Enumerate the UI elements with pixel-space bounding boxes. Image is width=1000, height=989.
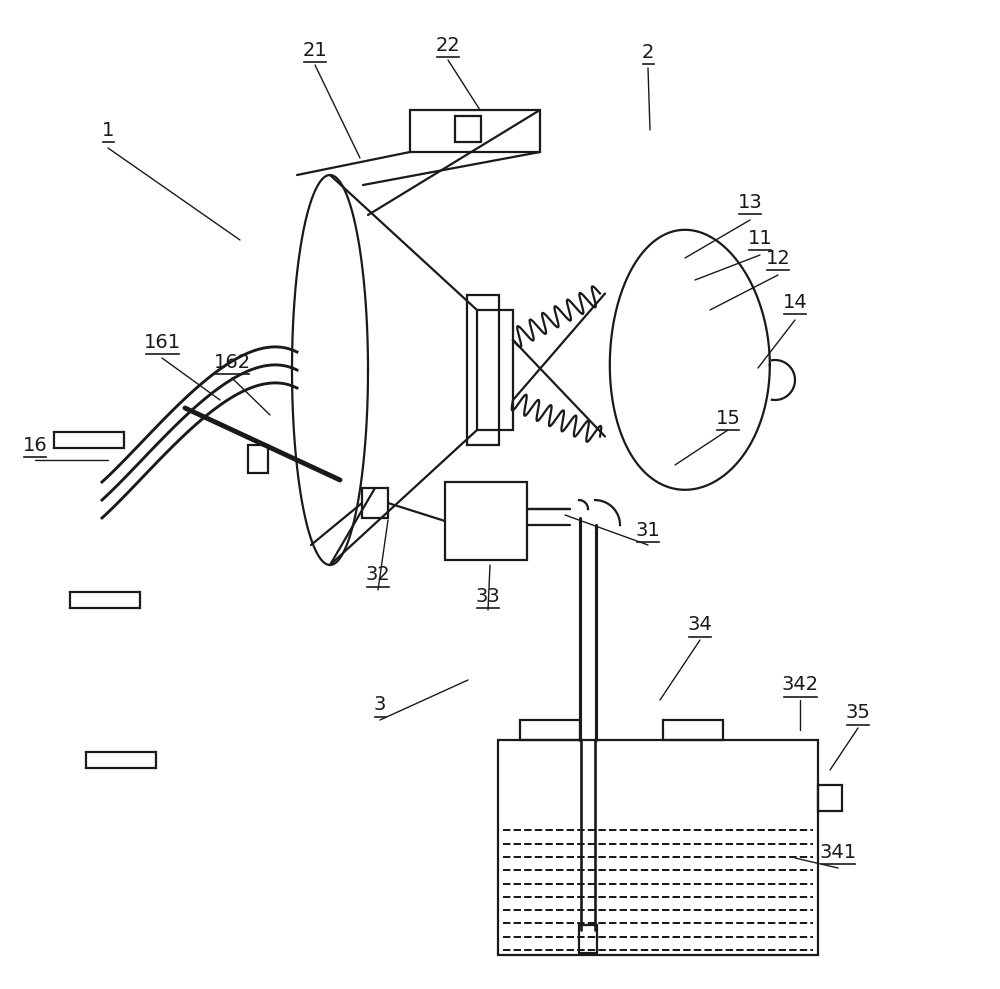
Text: 34: 34 xyxy=(688,615,712,635)
Text: 11: 11 xyxy=(748,228,772,247)
Text: 13: 13 xyxy=(738,193,762,212)
Text: 35: 35 xyxy=(846,703,870,723)
Text: 341: 341 xyxy=(819,843,857,861)
Bar xyxy=(579,925,597,953)
Bar xyxy=(445,482,527,560)
Bar xyxy=(248,445,268,473)
Text: 14: 14 xyxy=(783,293,807,312)
Bar xyxy=(818,785,842,811)
Bar xyxy=(663,720,723,740)
Text: 33: 33 xyxy=(476,586,500,605)
Text: 162: 162 xyxy=(213,352,251,372)
Text: 3: 3 xyxy=(374,695,386,714)
Bar xyxy=(477,310,513,430)
Bar xyxy=(362,488,388,518)
Text: 21: 21 xyxy=(303,41,327,59)
Text: 32: 32 xyxy=(366,566,390,584)
Text: 31: 31 xyxy=(636,520,660,540)
Text: 342: 342 xyxy=(781,675,819,694)
Text: 1: 1 xyxy=(102,121,114,139)
Bar xyxy=(70,592,140,608)
Bar xyxy=(54,432,124,448)
Bar xyxy=(410,110,540,152)
Text: 22: 22 xyxy=(436,36,460,54)
Bar xyxy=(498,740,818,955)
Bar xyxy=(455,116,481,142)
Bar xyxy=(86,752,156,768)
Text: 2: 2 xyxy=(642,43,654,61)
Text: 16: 16 xyxy=(23,435,47,455)
Bar xyxy=(467,295,499,445)
Text: 15: 15 xyxy=(716,408,740,427)
Bar xyxy=(520,720,580,740)
Text: 12: 12 xyxy=(766,248,790,267)
Text: 161: 161 xyxy=(143,332,181,351)
